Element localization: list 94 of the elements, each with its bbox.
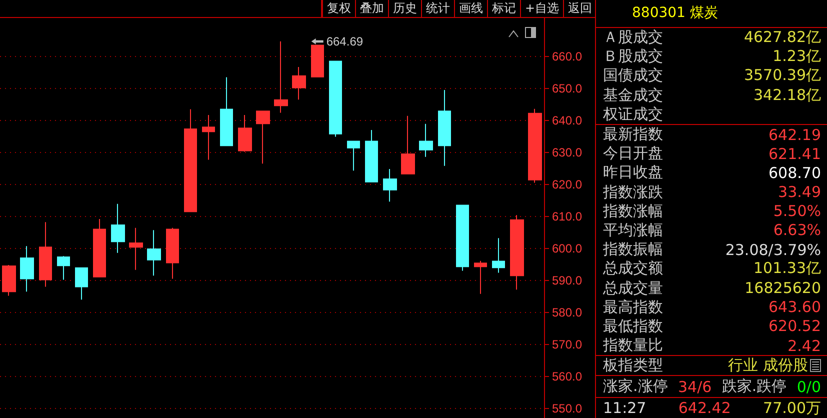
text: 0/0	[796, 378, 821, 396]
text: 跌家.跌停	[722, 377, 787, 396]
y-tick-label: 600.0	[552, 241, 582, 256]
candlestick	[347, 140, 360, 172]
candlestick	[20, 246, 34, 292]
text: Ａ股成交	[603, 28, 663, 48]
text: 板指类型	[603, 356, 663, 376]
text: 33.49	[778, 183, 821, 202]
candlestick	[383, 168, 397, 202]
text: 指数涨跌	[603, 182, 663, 202]
text: 今日开盘	[603, 144, 663, 164]
text: 16825620	[744, 279, 821, 298]
text: 1.23亿	[772, 47, 821, 66]
candlestick	[166, 227, 179, 280]
y-tick-label: 550.0	[552, 401, 582, 416]
candlestick	[256, 110, 270, 164]
text: 平均涨幅	[603, 220, 663, 240]
candlestick	[365, 130, 378, 182]
candlestick	[456, 204, 469, 272]
candlestick	[474, 260, 487, 294]
text: 指数涨幅	[603, 202, 663, 221]
candlestick	[311, 44, 324, 78]
text: 621.41	[768, 144, 821, 163]
text: 608.70	[768, 164, 821, 182]
text: 叠加	[354, 0, 388, 17]
candlestick	[510, 214, 524, 290]
y-tick-label: 590.0	[552, 273, 582, 288]
text: 77.00万	[763, 398, 821, 418]
candlestick	[75, 267, 88, 300]
text: 101.33亿	[754, 259, 821, 278]
text: Ｂ股成交	[603, 47, 663, 66]
text: 基金成交	[603, 86, 663, 105]
text: 880301 煤炭	[596, 0, 827, 28]
y-tick-label: 560.0	[552, 369, 582, 384]
text: 总成交额	[603, 259, 663, 278]
text: 23.08/3.79%	[725, 240, 821, 259]
candlestick	[2, 264, 16, 296]
candlestick	[401, 115, 415, 174]
text: 昨日收盘	[603, 163, 663, 182]
text: 权证成交	[603, 104, 663, 124]
y-tick-label: 640.0	[552, 113, 582, 128]
candlestick	[220, 76, 233, 146]
candlestick	[419, 123, 433, 158]
text: 4627.82亿	[744, 28, 821, 48]
candlestick	[528, 108, 542, 184]
text: 指数振幅	[603, 240, 663, 260]
y-tick-label: 660.0	[552, 49, 582, 64]
text: 6.63%	[773, 221, 821, 240]
text: 34/6	[678, 378, 712, 396]
text: 643.60	[768, 298, 821, 316]
candlestick	[492, 238, 505, 274]
candlestick	[57, 256, 70, 280]
text: 2.42	[788, 336, 821, 355]
text: 涨家.涨停	[603, 377, 668, 396]
text: 统计	[420, 0, 454, 17]
text: 最低指数	[603, 316, 663, 336]
text: 行业 成份股	[728, 356, 808, 376]
candlestick	[39, 222, 52, 288]
y-tick-label: 580.0	[552, 305, 582, 320]
text: 最高指数	[603, 298, 663, 317]
y-tick-label: 620.0	[552, 177, 582, 192]
y-tick-label: 610.0	[552, 209, 582, 224]
candlestick	[147, 230, 161, 276]
text: 最新指数	[603, 125, 663, 144]
text: 返回	[563, 0, 596, 17]
annotation: 664.69	[326, 34, 364, 48]
text: 5.50%	[773, 202, 821, 220]
candlestick	[329, 60, 342, 138]
text: 3570.39亿	[744, 66, 821, 86]
text: 指数量比	[603, 336, 663, 356]
candlestick	[129, 227, 143, 270]
text: 历史	[388, 0, 421, 17]
y-tick-label: 570.0	[552, 337, 582, 352]
text: 11:27	[603, 399, 646, 418]
text: 国债成交	[603, 66, 663, 86]
text: 复权	[320, 0, 355, 17]
candlestick	[184, 108, 197, 212]
y-tick-label: 630.0	[552, 145, 582, 160]
text: 642.42	[678, 399, 731, 418]
text: 画线	[454, 0, 487, 17]
text: 620.52	[768, 317, 821, 336]
text: 总成交量	[603, 278, 663, 298]
text: +自选	[520, 0, 563, 17]
candlestick	[274, 40, 288, 114]
candlestick	[438, 90, 451, 166]
y-tick-label: 650.0	[552, 81, 582, 96]
candlestick	[202, 114, 215, 160]
text: 标记	[486, 0, 520, 17]
candlestick	[111, 203, 125, 254]
text: 342.18亿	[754, 86, 821, 105]
candlestick	[238, 114, 252, 152]
text: 642.19	[768, 126, 821, 144]
candlestick	[292, 66, 306, 100]
candlestick	[93, 218, 106, 278]
